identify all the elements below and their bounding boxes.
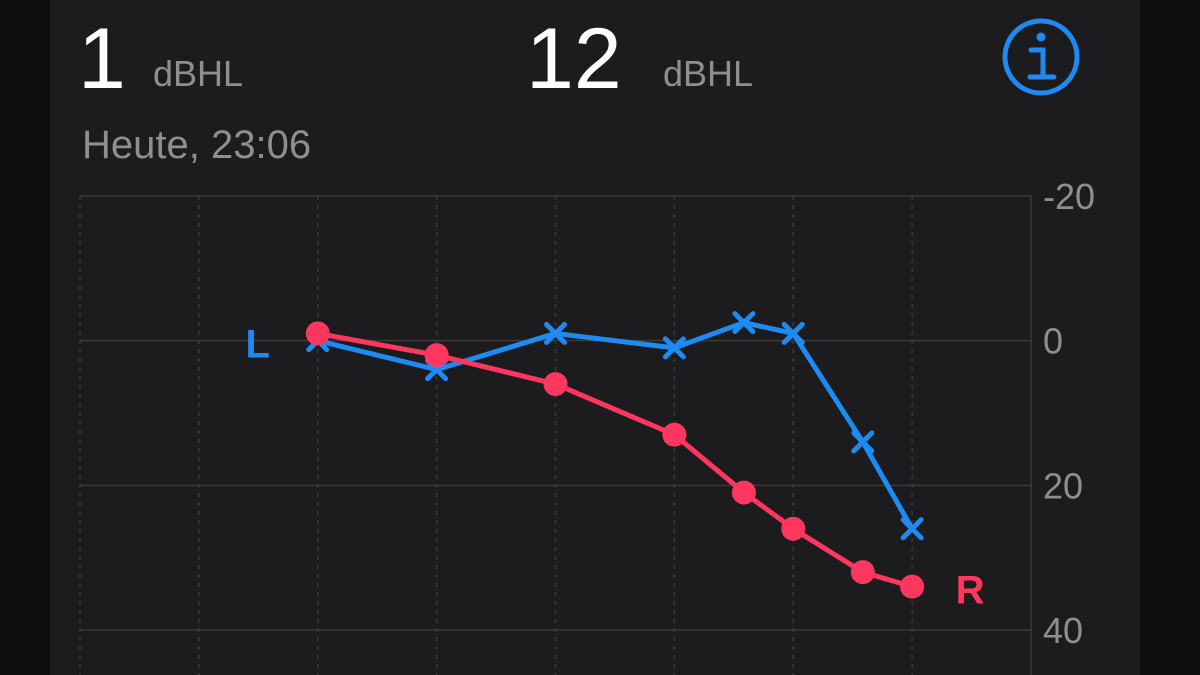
series-line <box>317 320 915 530</box>
point-marker <box>732 311 756 335</box>
point-marker <box>781 516 806 541</box>
point-marker <box>900 517 924 541</box>
y-tick-label: 20 <box>1043 465 1083 506</box>
point-marker <box>543 372 568 397</box>
y-tick-label: -20 <box>1043 176 1095 217</box>
point-marker <box>305 321 330 346</box>
point-marker <box>662 422 687 447</box>
left-value: 1 <box>78 11 126 107</box>
series-label: L <box>246 323 270 367</box>
point-marker <box>662 336 686 360</box>
series-label: R <box>956 569 985 613</box>
right-value: 12 <box>526 11 622 107</box>
point-marker <box>900 574 925 599</box>
point-marker <box>424 343 449 368</box>
point-marker <box>781 321 805 345</box>
right-unit: dBHL <box>663 53 753 94</box>
point-marker <box>850 560 875 585</box>
timestamp: Heute, 23:06 <box>82 123 311 167</box>
left-unit: dBHL <box>153 53 243 94</box>
y-tick-label: 40 <box>1043 610 1083 651</box>
series-line <box>317 330 913 589</box>
info-button[interactable] <box>1002 18 1080 96</box>
point-marker <box>544 321 567 345</box>
point-marker <box>851 430 875 454</box>
y-tick-label: 0 <box>1043 321 1063 362</box>
point-marker <box>731 480 756 505</box>
